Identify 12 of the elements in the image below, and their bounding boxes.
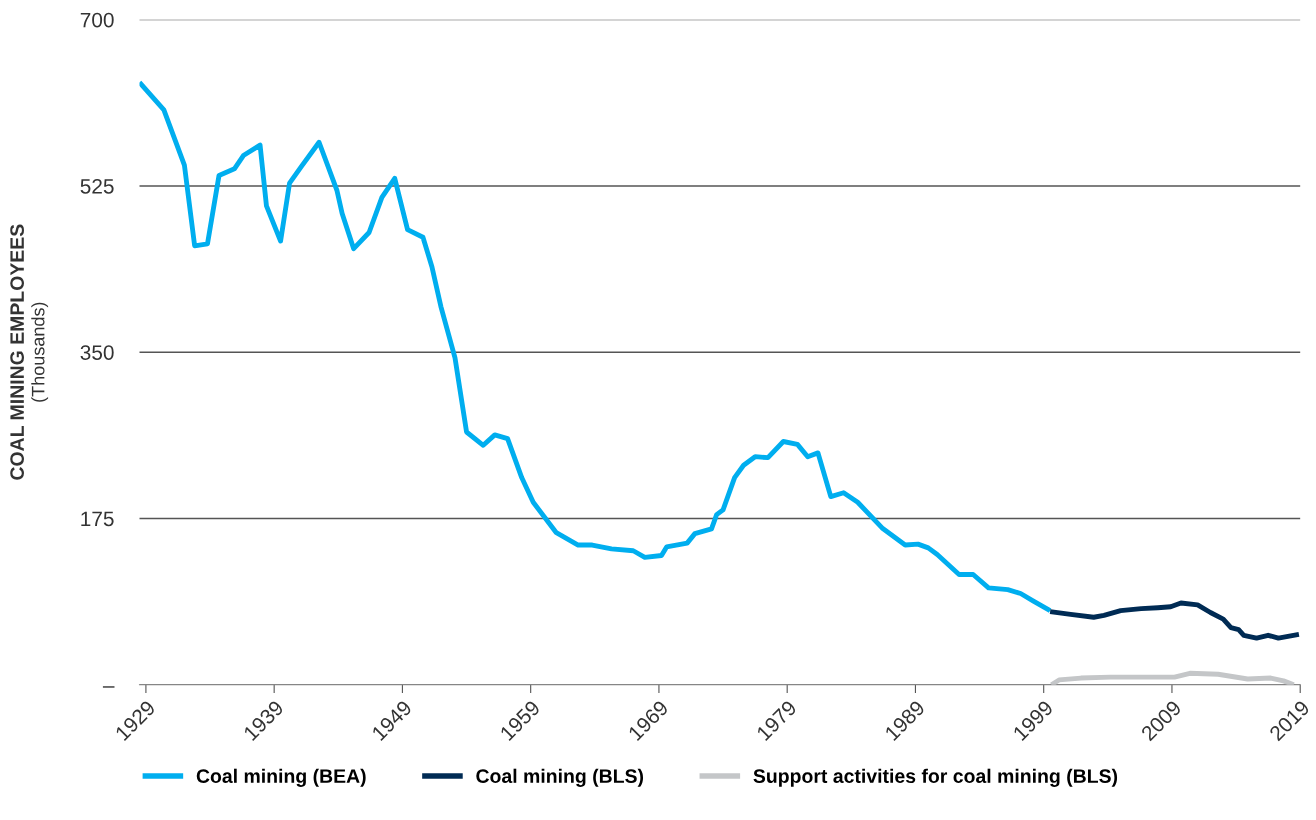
y-tick-label: 700 — [80, 12, 114, 28]
y-tick-label: 175 — [81, 511, 114, 527]
y-tick-label: 350 — [80, 345, 114, 360]
y-axis-title: COAL MINING EMPLOYEES (Thousands) — [10, 224, 49, 480]
line-series — [139, 79, 1053, 614]
line-series — [1048, 670, 1297, 685]
y-tick-label: 525 — [80, 178, 114, 194]
y-tick-label: – — [102, 686, 115, 688]
legend-label: Support activities for coal mining (BLS) — [753, 768, 1118, 787]
line-series — [1047, 600, 1301, 641]
legend-label: Coal mining (BEA) — [196, 768, 366, 787]
legend-label: Coal mining (BLS) — [476, 768, 644, 787]
